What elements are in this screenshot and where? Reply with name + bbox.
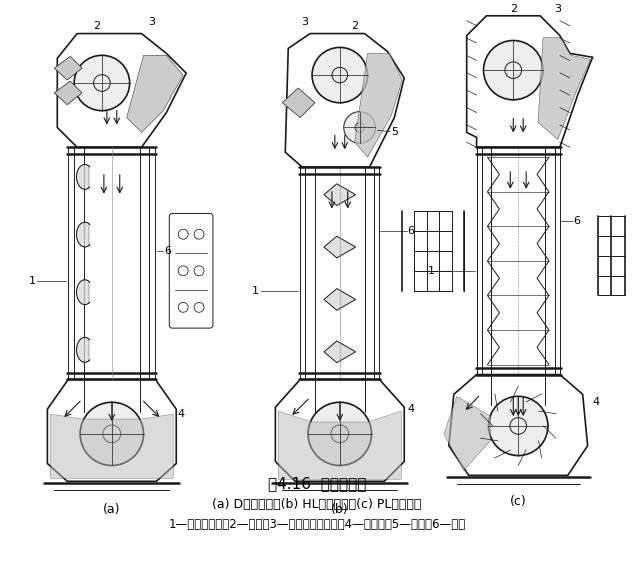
Text: 6: 6 (573, 216, 580, 227)
Bar (375, 167, 380, 380)
Text: 5: 5 (391, 128, 398, 137)
Text: 2: 2 (351, 21, 358, 30)
Text: 3: 3 (554, 4, 561, 14)
Circle shape (308, 402, 371, 466)
Polygon shape (77, 338, 90, 362)
Bar (84, 147, 140, 380)
Bar (477, 147, 481, 374)
Circle shape (483, 40, 543, 100)
Text: 4: 4 (408, 404, 415, 414)
Text: 2: 2 (510, 4, 517, 14)
Polygon shape (77, 222, 90, 247)
Polygon shape (324, 236, 356, 258)
Polygon shape (444, 396, 490, 470)
Bar (68, 147, 74, 380)
Text: 1: 1 (427, 266, 434, 276)
Polygon shape (127, 55, 183, 132)
Text: 1—胶带或链条；2—料斗；3—驱动滚筒或链轮；4—张紧轮；5—星轮；6—外罩: 1—胶带或链条；2—料斗；3—驱动滚筒或链轮；4—张紧轮；5—星轮；6—外罩 (168, 518, 465, 531)
Circle shape (488, 396, 548, 455)
Circle shape (74, 55, 130, 110)
Text: 6: 6 (408, 226, 415, 236)
Text: (c): (c) (510, 495, 526, 508)
Circle shape (312, 47, 368, 103)
Text: 1: 1 (29, 275, 36, 286)
Text: 1: 1 (252, 286, 259, 296)
Text: 图4.16  斗式提升机: 图4.16 斗式提升机 (268, 476, 366, 492)
Polygon shape (538, 37, 591, 139)
Polygon shape (50, 414, 173, 478)
Text: 2: 2 (93, 21, 100, 30)
Text: 4: 4 (592, 397, 599, 407)
Polygon shape (55, 81, 82, 105)
Polygon shape (55, 56, 82, 80)
Text: 3: 3 (302, 17, 309, 26)
Circle shape (80, 402, 144, 466)
Bar (149, 147, 156, 380)
Polygon shape (77, 164, 90, 189)
Text: (a) D型提升机；(b) HL型提升机；(c) PL型提升机: (a) D型提升机；(b) HL型提升机；(c) PL型提升机 (212, 498, 422, 511)
Text: 4: 4 (178, 409, 185, 419)
Polygon shape (355, 53, 402, 157)
Text: 6: 6 (164, 246, 171, 256)
Text: 3: 3 (148, 17, 155, 26)
Polygon shape (324, 184, 356, 205)
Polygon shape (324, 341, 356, 363)
Text: (a): (a) (103, 503, 121, 516)
Polygon shape (283, 88, 315, 117)
Polygon shape (278, 411, 401, 480)
Polygon shape (324, 289, 356, 310)
Circle shape (344, 112, 375, 143)
Polygon shape (77, 280, 90, 305)
Bar (315, 167, 364, 380)
Text: (b): (b) (331, 503, 349, 516)
Bar (300, 167, 305, 380)
Bar (491, 147, 545, 374)
Bar (555, 147, 560, 374)
